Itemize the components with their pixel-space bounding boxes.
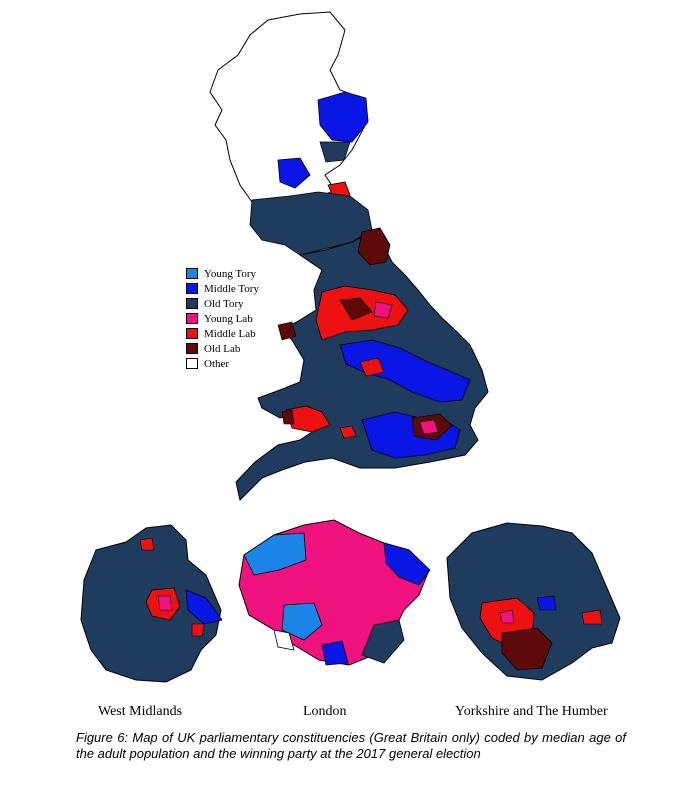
london-old-tory-se [361, 619, 405, 664]
yh-hull-lab [581, 609, 603, 625]
south-wales-old-lab [281, 409, 295, 425]
legend-swatch [186, 328, 198, 339]
yh-young-lab [499, 609, 515, 624]
london-middle-tory-east [383, 542, 431, 586]
south-wales-middle-lab [285, 405, 331, 433]
figure-caption: Figure 6: Map of UK parliamentary consti… [76, 730, 626, 761]
legend-item-middle-lab: Middle Lab [186, 326, 296, 341]
west-midlands-inset-map [80, 524, 223, 683]
legend-swatch [186, 343, 198, 354]
scotland-central-tory [277, 157, 311, 189]
legend-item-other: Other [186, 356, 296, 371]
scotland-moray-old-tory [319, 141, 351, 163]
yh-middle-tory [536, 595, 557, 611]
wm-stoke-lab [139, 537, 155, 551]
yorkshire-inset-map [446, 522, 621, 681]
london-main-young-lab [419, 419, 439, 435]
legend-label: Other [204, 357, 230, 370]
legend-label: Middle Lab [204, 327, 256, 340]
northwest-old-lab [339, 297, 373, 321]
legend-item-old-lab: Old Lab [186, 341, 296, 356]
northeast-old-lab [357, 227, 391, 266]
london-inset-map [238, 519, 431, 666]
legend-item-old-tory: Old Tory [186, 296, 296, 311]
wales-north-old-lab [277, 321, 297, 341]
legend-item-young-tory: Young Tory [186, 266, 296, 281]
legend-item-young-lab: Young Lab [186, 311, 296, 326]
wm-coventry-lab [191, 623, 205, 637]
legend-label: Old Lab [204, 342, 241, 355]
birmingham-lab [359, 357, 385, 377]
yh-old-tory [446, 522, 621, 681]
london-young-tory-west [243, 532, 307, 576]
legend-swatch [186, 313, 198, 324]
legend-item-middle-tory: Middle Tory [186, 281, 296, 296]
yh-south-yorkshire-old-lab [501, 627, 553, 671]
london-young-tory-sw [281, 602, 323, 641]
uk-constituency-map [209, 11, 489, 501]
yorkshire-label: Yorkshire and The Humber [455, 704, 608, 719]
legend-label: Old Tory [204, 297, 244, 310]
london-other [273, 629, 295, 651]
legend-swatch [186, 358, 198, 369]
legend-swatch [186, 298, 198, 309]
west-midlands-label: West Midlands [98, 704, 183, 719]
london-label: London [303, 704, 347, 719]
legend-label: Middle Tory [204, 282, 259, 295]
legend-label: Young Lab [204, 312, 253, 325]
legend-swatch [186, 283, 198, 294]
legend-label: Young Tory [204, 267, 257, 280]
northwest-young-lab [373, 301, 393, 319]
legend-swatch [186, 268, 198, 279]
wm-young-lab [157, 595, 173, 611]
london-middle-tory-south [321, 640, 349, 666]
scotland-northeast-tory [317, 91, 369, 143]
map-legend: Young Tory Middle Tory Old Tory Young La… [186, 266, 296, 371]
wm-middle-tory [185, 589, 223, 625]
bristol-lab [339, 425, 357, 439]
